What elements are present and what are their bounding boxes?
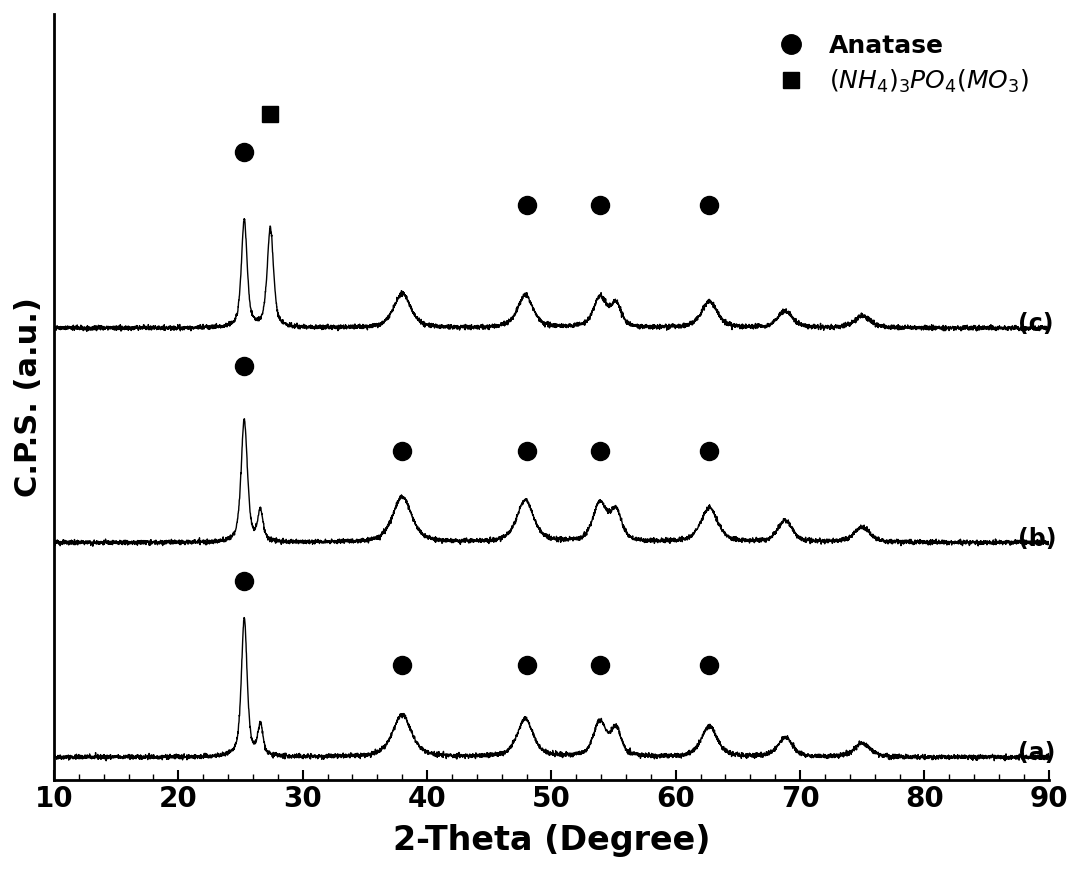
X-axis label: 2-Theta (Degree): 2-Theta (Degree) [393, 824, 710, 857]
Text: (a): (a) [1018, 741, 1055, 766]
Y-axis label: C.P.S. (a.u.): C.P.S. (a.u.) [14, 297, 43, 497]
Text: (b): (b) [1018, 527, 1056, 550]
Text: (c): (c) [1018, 312, 1053, 336]
Legend: Anatase, $(NH_4)_3PO_4(MO_3)$: Anatase, $(NH_4)_3PO_4(MO_3)$ [758, 26, 1037, 103]
